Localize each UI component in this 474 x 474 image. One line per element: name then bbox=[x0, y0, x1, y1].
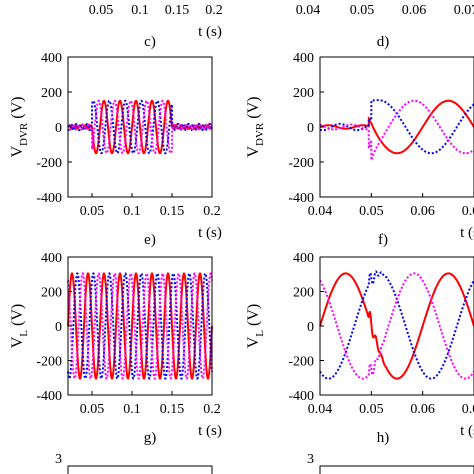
y-tick-label: -200 bbox=[288, 156, 314, 171]
y-axis-label-main: V bbox=[245, 146, 262, 158]
series-line bbox=[319, 99, 474, 155]
panel-label: e) bbox=[144, 232, 156, 248]
y-tick-label: -400 bbox=[36, 191, 62, 206]
y-axis-label-subscript: L bbox=[254, 330, 266, 337]
series-line bbox=[67, 99, 213, 155]
x-unit-label: t (s) bbox=[460, 423, 474, 439]
panel-label: g) bbox=[144, 430, 157, 446]
panel-label-d: d) bbox=[377, 34, 390, 50]
x-unit-label: t (s) bbox=[460, 225, 474, 241]
y-axis-label-subscript: L bbox=[18, 330, 30, 337]
x-tick-label: 0.07 bbox=[462, 204, 474, 219]
top-right-partial-axis: 0.04 0.05 0.06 0.07 d) bbox=[296, 3, 474, 50]
x-tick-label: 0.04 bbox=[308, 204, 333, 219]
x-unit-label: t (s) bbox=[198, 24, 222, 40]
vl-full-panel: 400 200 0 -200 -400 0.05 0.1 0.15 0.2 t (s) g) VL (… bbox=[9, 251, 222, 446]
x-tick-label: 0.05 bbox=[89, 3, 114, 18]
x-tick-label: 0.04 bbox=[308, 402, 333, 417]
top-left-partial-axis: 0.05 0.1 0.15 0.2 t (s) c) bbox=[89, 3, 223, 50]
x-tick-label: 0.07 bbox=[454, 3, 474, 18]
y-tick-label: -400 bbox=[288, 191, 314, 206]
y-axis-label: VL (V) bbox=[245, 304, 266, 349]
bottom-left-partial-axis: 3 bbox=[55, 452, 213, 474]
x-tick-label: 0.15 bbox=[165, 3, 190, 18]
y-tick-label: 400 bbox=[293, 51, 314, 66]
x-tick-label: 0.06 bbox=[410, 402, 435, 417]
panel-label: h) bbox=[377, 430, 390, 446]
y-tick-label: 400 bbox=[41, 51, 62, 66]
y-tick-label: -200 bbox=[288, 355, 314, 370]
y-tick-label: 200 bbox=[41, 86, 62, 101]
axes-frame bbox=[319, 256, 474, 396]
x-tick-label: 0.06 bbox=[410, 204, 435, 219]
y-axis-label-main: V bbox=[245, 336, 262, 348]
y-tick-label: 400 bbox=[41, 251, 62, 266]
series-line bbox=[319, 272, 474, 380]
y-axis-label-unit: (V) bbox=[245, 96, 262, 122]
series-line bbox=[67, 272, 213, 380]
y-tick-label: 200 bbox=[41, 286, 62, 301]
series-line bbox=[319, 270, 474, 380]
y-tick-label: -200 bbox=[36, 156, 62, 171]
y-tick-label: 3 bbox=[55, 452, 62, 467]
bottom-right-partial-axis: 3 bbox=[307, 452, 474, 474]
y-tick-label: 0 bbox=[307, 121, 314, 136]
x-tick-label: 0.15 bbox=[160, 402, 185, 417]
x-unit-label: t (s) bbox=[198, 423, 222, 439]
x-tick-label: 0.15 bbox=[160, 204, 185, 219]
y-axis-label-unit: (V) bbox=[9, 96, 26, 122]
y-tick-label: -400 bbox=[288, 389, 314, 404]
x-tick-label: 0.05 bbox=[80, 204, 105, 219]
y-axis-label-subscript: DVR bbox=[18, 122, 30, 146]
y-tick-label: 0 bbox=[307, 320, 314, 335]
y-tick-label: 0 bbox=[55, 320, 62, 335]
y-axis-label-unit: (V) bbox=[9, 304, 26, 330]
y-axis-label: VDVR (V) bbox=[9, 96, 30, 157]
y-tick-label: -200 bbox=[36, 355, 62, 370]
x-tick-label: 0.1 bbox=[123, 204, 141, 219]
x-tick-label: 0.05 bbox=[80, 402, 105, 417]
y-tick-label: -400 bbox=[36, 389, 62, 404]
x-tick-label: 0.2 bbox=[203, 204, 221, 219]
axes-frame bbox=[67, 465, 213, 474]
y-tick-label: 200 bbox=[293, 86, 314, 101]
y-axis-label-main: V bbox=[9, 336, 26, 348]
panel-label: f) bbox=[378, 232, 388, 248]
y-axis-label-main: V bbox=[9, 146, 26, 158]
y-axis-label: VL (V) bbox=[9, 304, 30, 349]
y-tick-label: 3 bbox=[307, 452, 314, 467]
axes-frame bbox=[319, 465, 474, 474]
y-axis-label-unit: (V) bbox=[245, 304, 262, 330]
vdvr-full-panel: 400 200 0 -200 -400 0.05 0.1 0.15 0.2 t (s) e) VDVR… bbox=[9, 51, 222, 248]
y-axis-label-subscript: DVR bbox=[254, 122, 266, 146]
series-line bbox=[67, 99, 213, 155]
x-unit-label: t (s) bbox=[198, 225, 222, 241]
x-tick-label: 0.06 bbox=[402, 3, 427, 18]
series-line bbox=[319, 272, 474, 380]
x-tick-label: 0.2 bbox=[203, 402, 221, 417]
y-tick-label: 400 bbox=[293, 251, 314, 266]
y-axis-label: VDVR (V) bbox=[245, 96, 266, 157]
series-line bbox=[67, 272, 213, 380]
x-tick-label: 0.07 bbox=[462, 402, 474, 417]
y-tick-label: 0 bbox=[55, 121, 62, 136]
panel-label-c: c) bbox=[144, 34, 156, 50]
x-tick-label: 0.1 bbox=[131, 3, 149, 18]
y-tick-label: 200 bbox=[293, 286, 314, 301]
x-tick-label: 0.04 bbox=[296, 3, 321, 18]
x-tick-label: 0.05 bbox=[350, 3, 375, 18]
x-tick-label: 0.2 bbox=[205, 3, 223, 18]
series-line bbox=[67, 272, 213, 380]
x-tick-label: 0.05 bbox=[359, 402, 384, 417]
x-tick-label: 0.05 bbox=[359, 204, 384, 219]
series-line bbox=[319, 99, 474, 161]
x-tick-label: 0.1 bbox=[123, 402, 141, 417]
